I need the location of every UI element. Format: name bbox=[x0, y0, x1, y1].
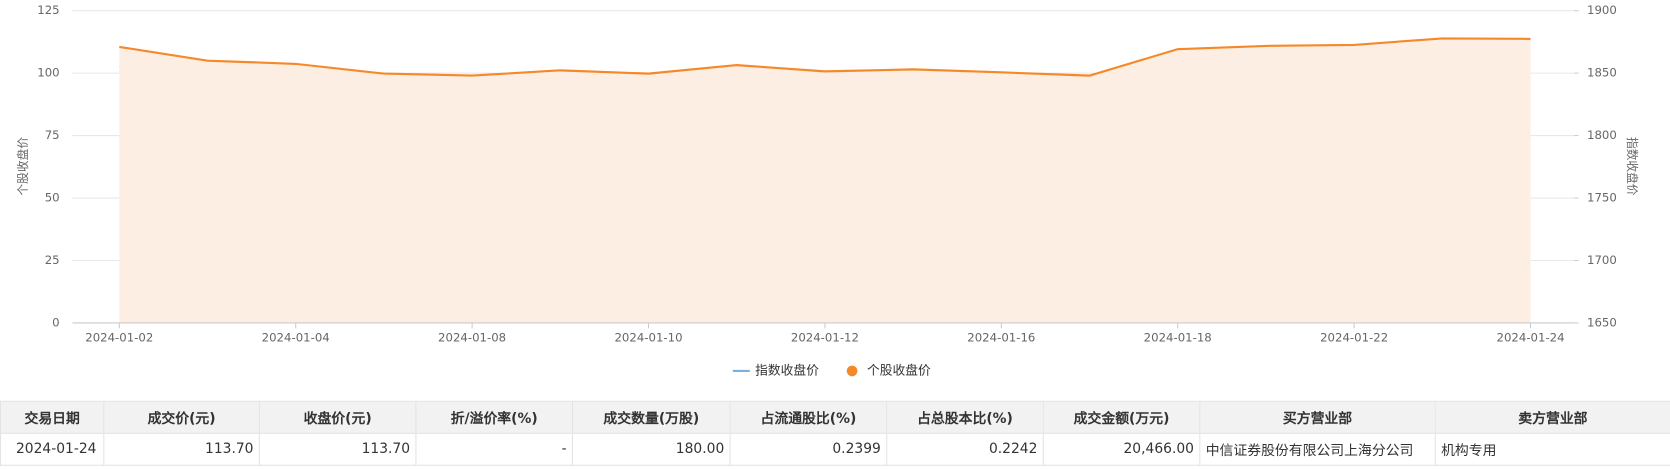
y-tick-label: 125 bbox=[37, 3, 59, 17]
x-tick-label: 2024-01-02 bbox=[85, 330, 153, 344]
y-tick-label: 0 bbox=[52, 315, 59, 329]
header-cell: 交易日期 bbox=[0, 400, 105, 434]
header-cell: 收盘价(元) bbox=[258, 400, 417, 434]
table-cell: 20,466.00 bbox=[1042, 432, 1201, 466]
y2-tick-label: 1850 bbox=[1587, 66, 1617, 80]
y2-tick-label: 1750 bbox=[1587, 191, 1617, 205]
x-tick-label: 2024-01-22 bbox=[1320, 330, 1388, 344]
table-row: 2024-01-24 113.70 113.70-180.00 0.2399 0.224… bbox=[0, 432, 1670, 466]
x-tick-label: 2024-01-12 bbox=[791, 330, 859, 344]
header-cell: 成交数量(万股) bbox=[571, 400, 731, 434]
table-cell: 113.70 bbox=[258, 432, 417, 466]
y2-tick-label: 1700 bbox=[1587, 253, 1617, 267]
header-cell: 买方营业部 bbox=[1199, 400, 1436, 434]
table-cell: - bbox=[415, 432, 574, 466]
area bbox=[119, 38, 1531, 323]
header-cell: 成交金额(万元) bbox=[1042, 400, 1201, 434]
y-tick-label: 75 bbox=[45, 128, 60, 142]
y2-tick-label: 1800 bbox=[1587, 128, 1617, 142]
header-row: 交易日期 成交价(元) 收盘价(元) 折/溢价率(%) 成交数量(万股) 占流通股比(%)… bbox=[0, 400, 1670, 434]
legend-marker bbox=[846, 365, 858, 377]
x-tick-label: 2024-01-04 bbox=[262, 330, 330, 344]
table-cell: 机构专用 bbox=[1434, 432, 1670, 466]
legend-label: 个股收盘价 bbox=[867, 362, 931, 378]
x-tick-label: 2024-01-24 bbox=[1497, 330, 1565, 344]
x-tick-label: 2024-01-08 bbox=[438, 330, 506, 344]
y-tick-label: 100 bbox=[37, 66, 59, 80]
header-cell: 占流通股比(%) bbox=[729, 400, 888, 434]
header-cell: 占总股本比(%) bbox=[886, 400, 1044, 434]
y-tick-label: 50 bbox=[45, 191, 60, 205]
chart: 个股收盘价 指数收盘价 0 25 50 75 100 125 1650 1700 1750 180… bbox=[16, 3, 1639, 378]
y-axis-label: 个股收盘价 bbox=[16, 137, 30, 196]
y-tick-label: 25 bbox=[45, 253, 60, 267]
header-cell: 折/溢价率(%) bbox=[415, 400, 574, 434]
x-tick-label: 2024-01-18 bbox=[1144, 330, 1212, 344]
trade-table: 交易日期 成交价(元) 收盘价(元) 折/溢价率(%) 成交数量(万股) 占流通股比(%)… bbox=[0, 400, 1670, 466]
legend-label: 指数收盘价 bbox=[755, 362, 819, 378]
y2-tick-label: 1650 bbox=[1587, 315, 1617, 329]
x-tick-label: 2024-01-16 bbox=[967, 330, 1035, 344]
y2-tick-label: 1900 bbox=[1587, 3, 1617, 17]
table-body: 2024-01-24 113.70 113.70-180.00 0.2399 0.224… bbox=[0, 432, 1670, 466]
table-cell: 2024-01-24 bbox=[0, 432, 105, 466]
y2-axis-label: 指数收盘价 bbox=[1625, 137, 1639, 196]
table-cell: 180.00 bbox=[571, 432, 731, 466]
line bbox=[119, 37, 1531, 77]
table-cell: 113.70 bbox=[103, 432, 260, 466]
header-cell: 卖方营业部 bbox=[1434, 400, 1670, 434]
table-cell: 0.2242 bbox=[886, 432, 1044, 466]
header-cell: 成交价(元) bbox=[103, 400, 260, 434]
table-cell: 中信证券股份有限公司上海分公司 bbox=[1199, 432, 1436, 466]
table-cell: 0.2399 bbox=[729, 432, 888, 466]
x-tick-label: 2024-01-10 bbox=[614, 330, 682, 344]
